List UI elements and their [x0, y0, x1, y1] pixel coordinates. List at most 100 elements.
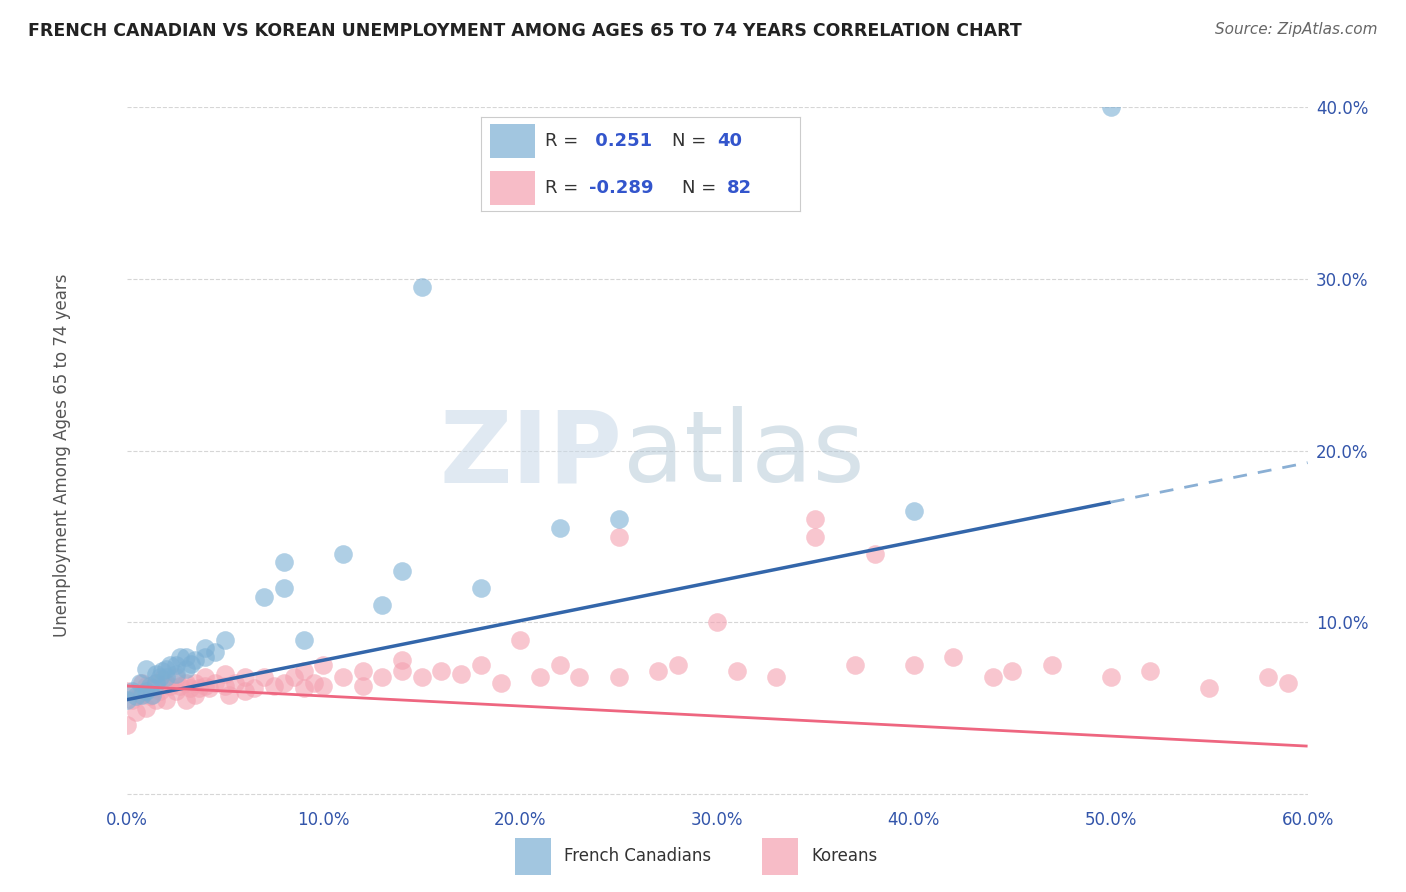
Point	[150, 672, 173, 686]
Point	[135, 684, 157, 698]
Point	[430, 664, 453, 678]
Point	[253, 670, 276, 684]
Point	[129, 675, 152, 690]
Point	[149, 670, 172, 684]
Point	[450, 667, 472, 681]
Point	[273, 675, 295, 690]
Point	[125, 690, 148, 704]
Point	[1257, 670, 1279, 684]
Point	[169, 679, 191, 693]
Point	[169, 649, 191, 664]
Point	[263, 679, 285, 693]
Point	[765, 670, 787, 684]
Point	[174, 662, 197, 676]
Point	[1277, 675, 1299, 690]
Point	[647, 664, 669, 678]
Point	[139, 679, 162, 693]
Point	[165, 684, 187, 698]
Point	[509, 632, 531, 647]
Point	[489, 675, 512, 690]
Point	[903, 658, 925, 673]
Text: ZIP: ZIP	[440, 407, 623, 503]
Point	[292, 632, 315, 647]
Point	[548, 521, 571, 535]
Point	[204, 675, 226, 690]
Bar	[762, 838, 799, 875]
Point	[1198, 681, 1220, 695]
Point	[194, 649, 217, 664]
Point	[155, 692, 177, 706]
Point	[470, 581, 492, 595]
Bar	[515, 838, 551, 875]
Point	[125, 705, 148, 719]
Point	[165, 658, 187, 673]
Point	[180, 657, 202, 671]
Point	[312, 679, 335, 693]
Point	[115, 684, 138, 698]
Point	[725, 664, 748, 678]
Y-axis label: Unemployment Among Ages 65 to 74 years: Unemployment Among Ages 65 to 74 years	[53, 273, 70, 637]
Text: French Canadians: French Canadians	[564, 847, 711, 865]
Point	[804, 512, 827, 526]
Point	[141, 681, 163, 695]
Point	[115, 718, 138, 732]
Point	[174, 675, 197, 690]
Point	[184, 675, 207, 690]
Point	[391, 653, 413, 667]
Point	[145, 675, 167, 690]
Point	[1099, 670, 1122, 684]
Point	[470, 658, 492, 673]
Point	[194, 670, 217, 684]
Point	[529, 670, 551, 684]
Point	[174, 692, 197, 706]
Point	[155, 675, 177, 690]
Point	[253, 590, 276, 604]
Point	[135, 662, 157, 676]
Point	[371, 670, 394, 684]
Point	[233, 684, 256, 698]
Point	[352, 679, 374, 693]
Point	[135, 679, 157, 693]
Point	[159, 658, 181, 673]
Point	[273, 555, 295, 569]
Point	[607, 670, 630, 684]
Point	[131, 688, 153, 702]
Point	[184, 688, 207, 702]
Point	[194, 679, 217, 693]
Point	[121, 684, 143, 698]
Point	[174, 649, 197, 664]
Point	[135, 701, 157, 715]
Point	[214, 679, 236, 693]
Point	[844, 658, 866, 673]
Point	[273, 581, 295, 595]
Point	[145, 675, 167, 690]
Point	[165, 670, 187, 684]
Point	[1001, 664, 1024, 678]
Point	[218, 688, 240, 702]
Point	[283, 670, 305, 684]
Point	[607, 512, 630, 526]
Point	[371, 599, 394, 613]
Point	[131, 675, 153, 690]
Point	[607, 529, 630, 543]
Point	[179, 681, 201, 695]
Text: atlas: atlas	[623, 407, 865, 503]
Point	[292, 664, 315, 678]
Point	[863, 547, 886, 561]
Point	[1139, 664, 1161, 678]
Point	[352, 664, 374, 678]
Point	[548, 658, 571, 673]
Point	[194, 641, 217, 656]
Point	[214, 632, 236, 647]
Point	[165, 667, 187, 681]
Point	[302, 675, 325, 690]
Point	[568, 670, 591, 684]
Point	[233, 670, 256, 684]
Point	[1099, 100, 1122, 114]
Point	[145, 692, 167, 706]
Point	[981, 670, 1004, 684]
Point	[332, 670, 354, 684]
Point	[942, 649, 965, 664]
Point	[391, 664, 413, 678]
Point	[706, 615, 728, 630]
